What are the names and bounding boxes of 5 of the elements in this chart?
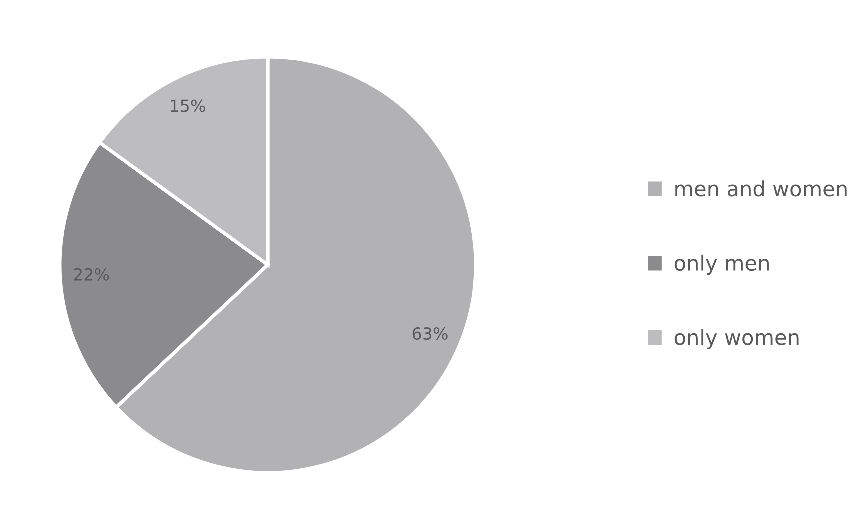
- legend-label: only women: [674, 329, 799, 350]
- data-label: 15%: [171, 100, 206, 112]
- legend-label: only men: [674, 254, 769, 276]
- legend-label: men and women: [676, 180, 847, 197]
- data-label: 63%: [412, 327, 448, 340]
